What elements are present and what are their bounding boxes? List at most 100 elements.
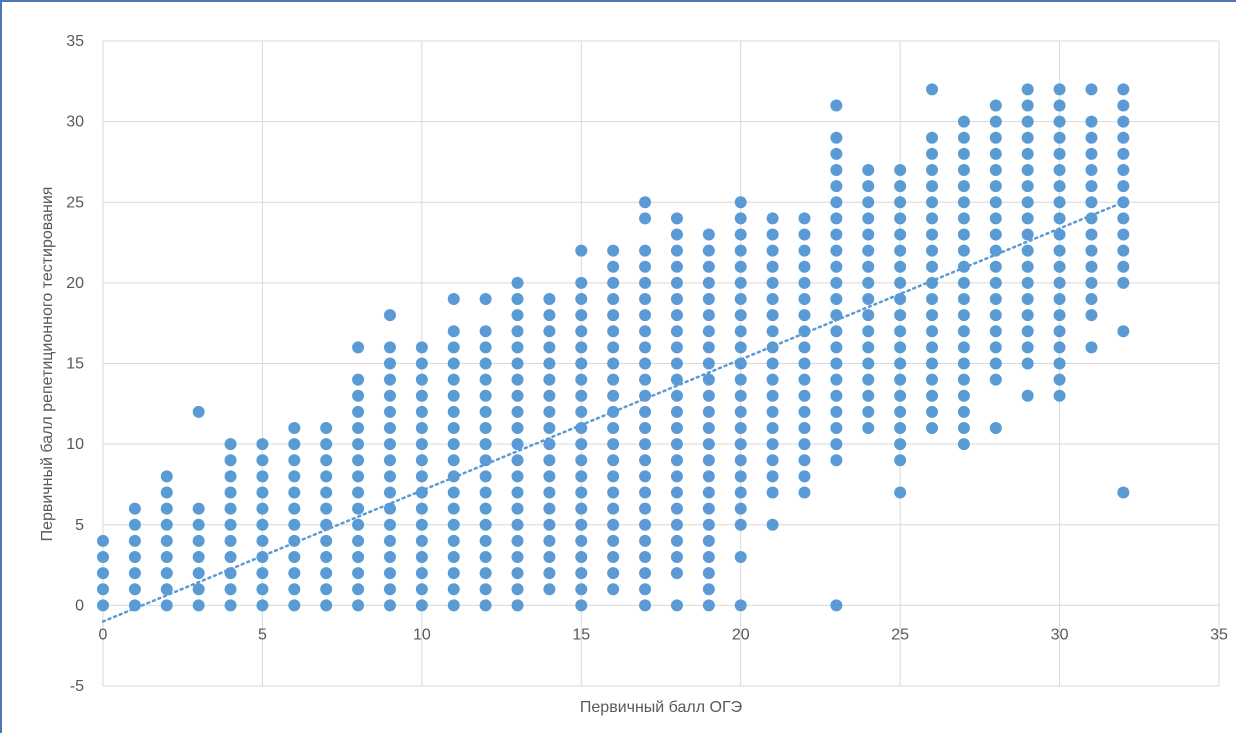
data-point <box>447 325 460 338</box>
data-point <box>734 325 747 338</box>
data-point <box>862 260 875 273</box>
data-point <box>224 583 237 596</box>
data-point <box>543 373 556 386</box>
data-point <box>288 518 301 531</box>
data-point <box>447 293 460 305</box>
data-point <box>734 518 747 531</box>
data-point <box>128 518 141 531</box>
data-point <box>415 373 428 386</box>
data-point <box>766 341 779 354</box>
data-point <box>1053 147 1066 160</box>
data-point <box>670 486 683 499</box>
data-point <box>415 341 428 354</box>
data-point <box>543 389 556 402</box>
data-point <box>766 357 779 370</box>
data-point <box>1053 115 1066 128</box>
data-point <box>1085 244 1098 257</box>
data-point <box>639 599 652 612</box>
data-point <box>447 357 460 370</box>
data-point <box>1053 228 1066 241</box>
y-tick-label: 30 <box>66 114 84 131</box>
data-point <box>1053 389 1066 402</box>
data-point <box>192 599 205 612</box>
data-point <box>447 389 460 402</box>
data-point <box>575 599 588 612</box>
data-point <box>926 389 939 402</box>
data-point <box>670 518 683 531</box>
data-point <box>479 454 492 467</box>
data-point <box>894 325 907 338</box>
data-point <box>575 486 588 499</box>
data-point <box>447 518 460 531</box>
data-point <box>479 599 492 612</box>
data-point <box>702 293 715 305</box>
data-point <box>830 131 843 144</box>
data-point <box>1085 293 1098 305</box>
data-point <box>926 228 939 241</box>
data-point <box>320 470 333 483</box>
data-point <box>320 518 333 531</box>
data-point <box>670 567 683 580</box>
data-point <box>128 502 141 515</box>
data-point <box>734 389 747 402</box>
data-point <box>479 518 492 531</box>
data-point <box>639 438 652 451</box>
data-point <box>670 534 683 547</box>
data-point <box>830 276 843 289</box>
data-point <box>830 357 843 370</box>
data-point <box>607 244 620 257</box>
data-point <box>734 373 747 386</box>
y-tick-label: 25 <box>66 194 84 211</box>
data-point <box>383 438 396 451</box>
data-point <box>639 196 652 209</box>
data-point <box>1117 99 1130 112</box>
data-points <box>97 83 1130 612</box>
data-point <box>415 583 428 596</box>
data-point <box>830 180 843 193</box>
data-point <box>894 196 907 209</box>
data-point <box>352 422 365 434</box>
data-point <box>256 599 269 612</box>
data-point <box>989 309 1002 322</box>
data-point <box>383 422 396 434</box>
data-point <box>766 293 779 305</box>
data-point <box>575 470 588 483</box>
data-point <box>702 373 715 386</box>
data-point <box>926 422 939 434</box>
data-point <box>192 534 205 547</box>
data-point <box>798 276 811 289</box>
data-point <box>352 534 365 547</box>
data-point <box>352 551 365 563</box>
data-point <box>766 244 779 257</box>
y-tick-label: 0 <box>75 597 84 614</box>
data-point <box>989 341 1002 354</box>
data-point <box>607 534 620 547</box>
data-point <box>288 454 301 467</box>
data-point <box>926 373 939 386</box>
data-point <box>830 244 843 257</box>
data-point <box>798 438 811 451</box>
data-point <box>989 164 1002 176</box>
data-point <box>383 389 396 402</box>
data-point <box>798 470 811 483</box>
data-point <box>415 357 428 370</box>
data-point <box>894 405 907 418</box>
data-point <box>989 115 1002 128</box>
data-point <box>670 325 683 338</box>
data-point <box>926 341 939 354</box>
data-point <box>670 599 683 612</box>
data-point <box>479 325 492 338</box>
data-point <box>256 438 269 451</box>
data-point <box>383 518 396 531</box>
data-point <box>160 518 173 531</box>
data-point <box>607 341 620 354</box>
data-point <box>352 583 365 596</box>
data-point <box>894 228 907 241</box>
data-point <box>575 325 588 338</box>
data-point <box>1117 325 1130 338</box>
data-point <box>798 244 811 257</box>
data-point <box>894 276 907 289</box>
data-point <box>415 599 428 612</box>
data-point <box>894 486 907 499</box>
data-point <box>575 405 588 418</box>
